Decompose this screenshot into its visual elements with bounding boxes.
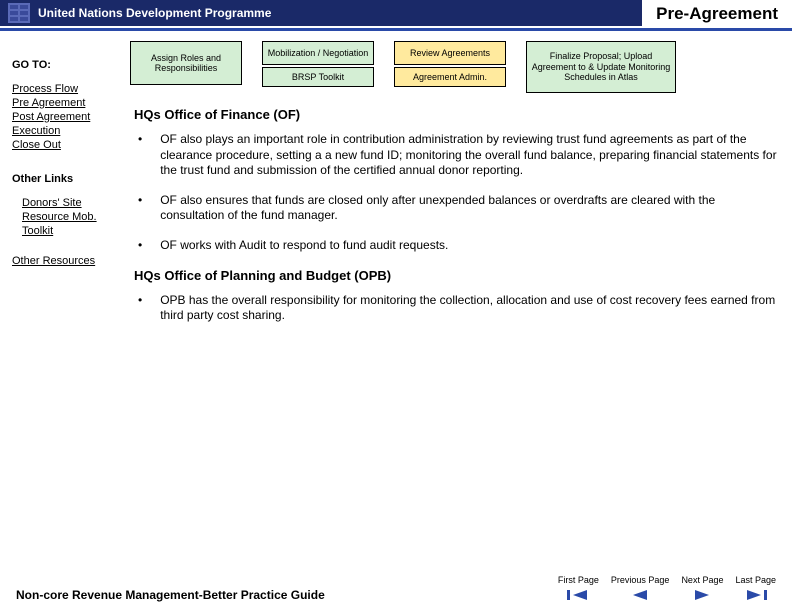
- org-title: United Nations Development Programme: [38, 6, 271, 20]
- arrow-first-icon: [567, 588, 589, 602]
- arrow-last-icon: [745, 588, 767, 602]
- of-bullet: OF also plays an important role in contr…: [138, 132, 780, 179]
- nav-link-close-out[interactable]: Close Out: [12, 139, 130, 151]
- nav-link-donors-site[interactable]: Donors' Site: [22, 197, 130, 209]
- nav-next-page[interactable]: Next Page: [681, 576, 723, 602]
- nav-link-pre-agreement[interactable]: Pre Agreement: [12, 97, 130, 109]
- undp-logo-icon: [8, 3, 30, 23]
- nav-link-process-flow[interactable]: Process Flow: [12, 83, 130, 95]
- of-heading: HQs Office of Finance (OF): [134, 107, 780, 122]
- flow-box-brsp[interactable]: BRSP Toolkit: [262, 67, 374, 87]
- page-title: Pre-Agreement: [642, 0, 792, 28]
- flow-box-finalize[interactable]: Finalize Proposal; Upload Agreement to &…: [526, 41, 676, 93]
- nav-link-toolkit[interactable]: Toolkit: [22, 225, 130, 237]
- nav-prev-page[interactable]: Previous Page: [611, 576, 670, 602]
- opb-bullet: OPB has the overall responsibility for m…: [138, 293, 780, 324]
- flow-diagram: Assign Roles and Responsibilities Mobili…: [130, 41, 780, 93]
- guide-title: Non-core Revenue Management-Better Pract…: [16, 588, 325, 602]
- nav-link-resource-mob[interactable]: Resource Mob.: [22, 211, 130, 223]
- arrow-next-icon: [691, 588, 713, 602]
- of-bullet: OF also ensures that funds are closed on…: [138, 193, 780, 224]
- of-bullet: OF works with Audit to respond to fund a…: [138, 238, 780, 254]
- other-links-heading: Other Links: [12, 173, 130, 185]
- footer: Non-core Revenue Management-Better Pract…: [16, 576, 776, 602]
- of-bullet-list: OF also plays an important role in contr…: [138, 132, 780, 254]
- goto-heading: GO TO:: [12, 59, 130, 71]
- nav-link-other-resources[interactable]: Other Resources: [12, 255, 130, 267]
- opb-bullet-list: OPB has the overall responsibility for m…: [138, 293, 780, 324]
- nav-first-page[interactable]: First Page: [558, 576, 599, 602]
- opb-heading: HQs Office of Planning and Budget (OPB): [134, 268, 780, 283]
- flow-box-admin[interactable]: Agreement Admin.: [394, 67, 506, 87]
- flow-box-mobilization[interactable]: Mobilization / Negotiation: [262, 41, 374, 65]
- arrow-prev-icon: [629, 588, 651, 602]
- nav-link-post-agreement[interactable]: Post Agreement: [12, 111, 130, 123]
- nav-last-page[interactable]: Last Page: [735, 576, 776, 602]
- page-nav: First Page Previous Page Next Page Last …: [558, 576, 776, 602]
- flow-box-roles[interactable]: Assign Roles and Responsibilities: [130, 41, 242, 85]
- sidebar: GO TO: Process Flow Pre Agreement Post A…: [12, 41, 130, 338]
- main-content: Assign Roles and Responsibilities Mobili…: [130, 41, 780, 338]
- nav-link-execution[interactable]: Execution: [12, 125, 130, 137]
- flow-box-review[interactable]: Review Agreements: [394, 41, 506, 65]
